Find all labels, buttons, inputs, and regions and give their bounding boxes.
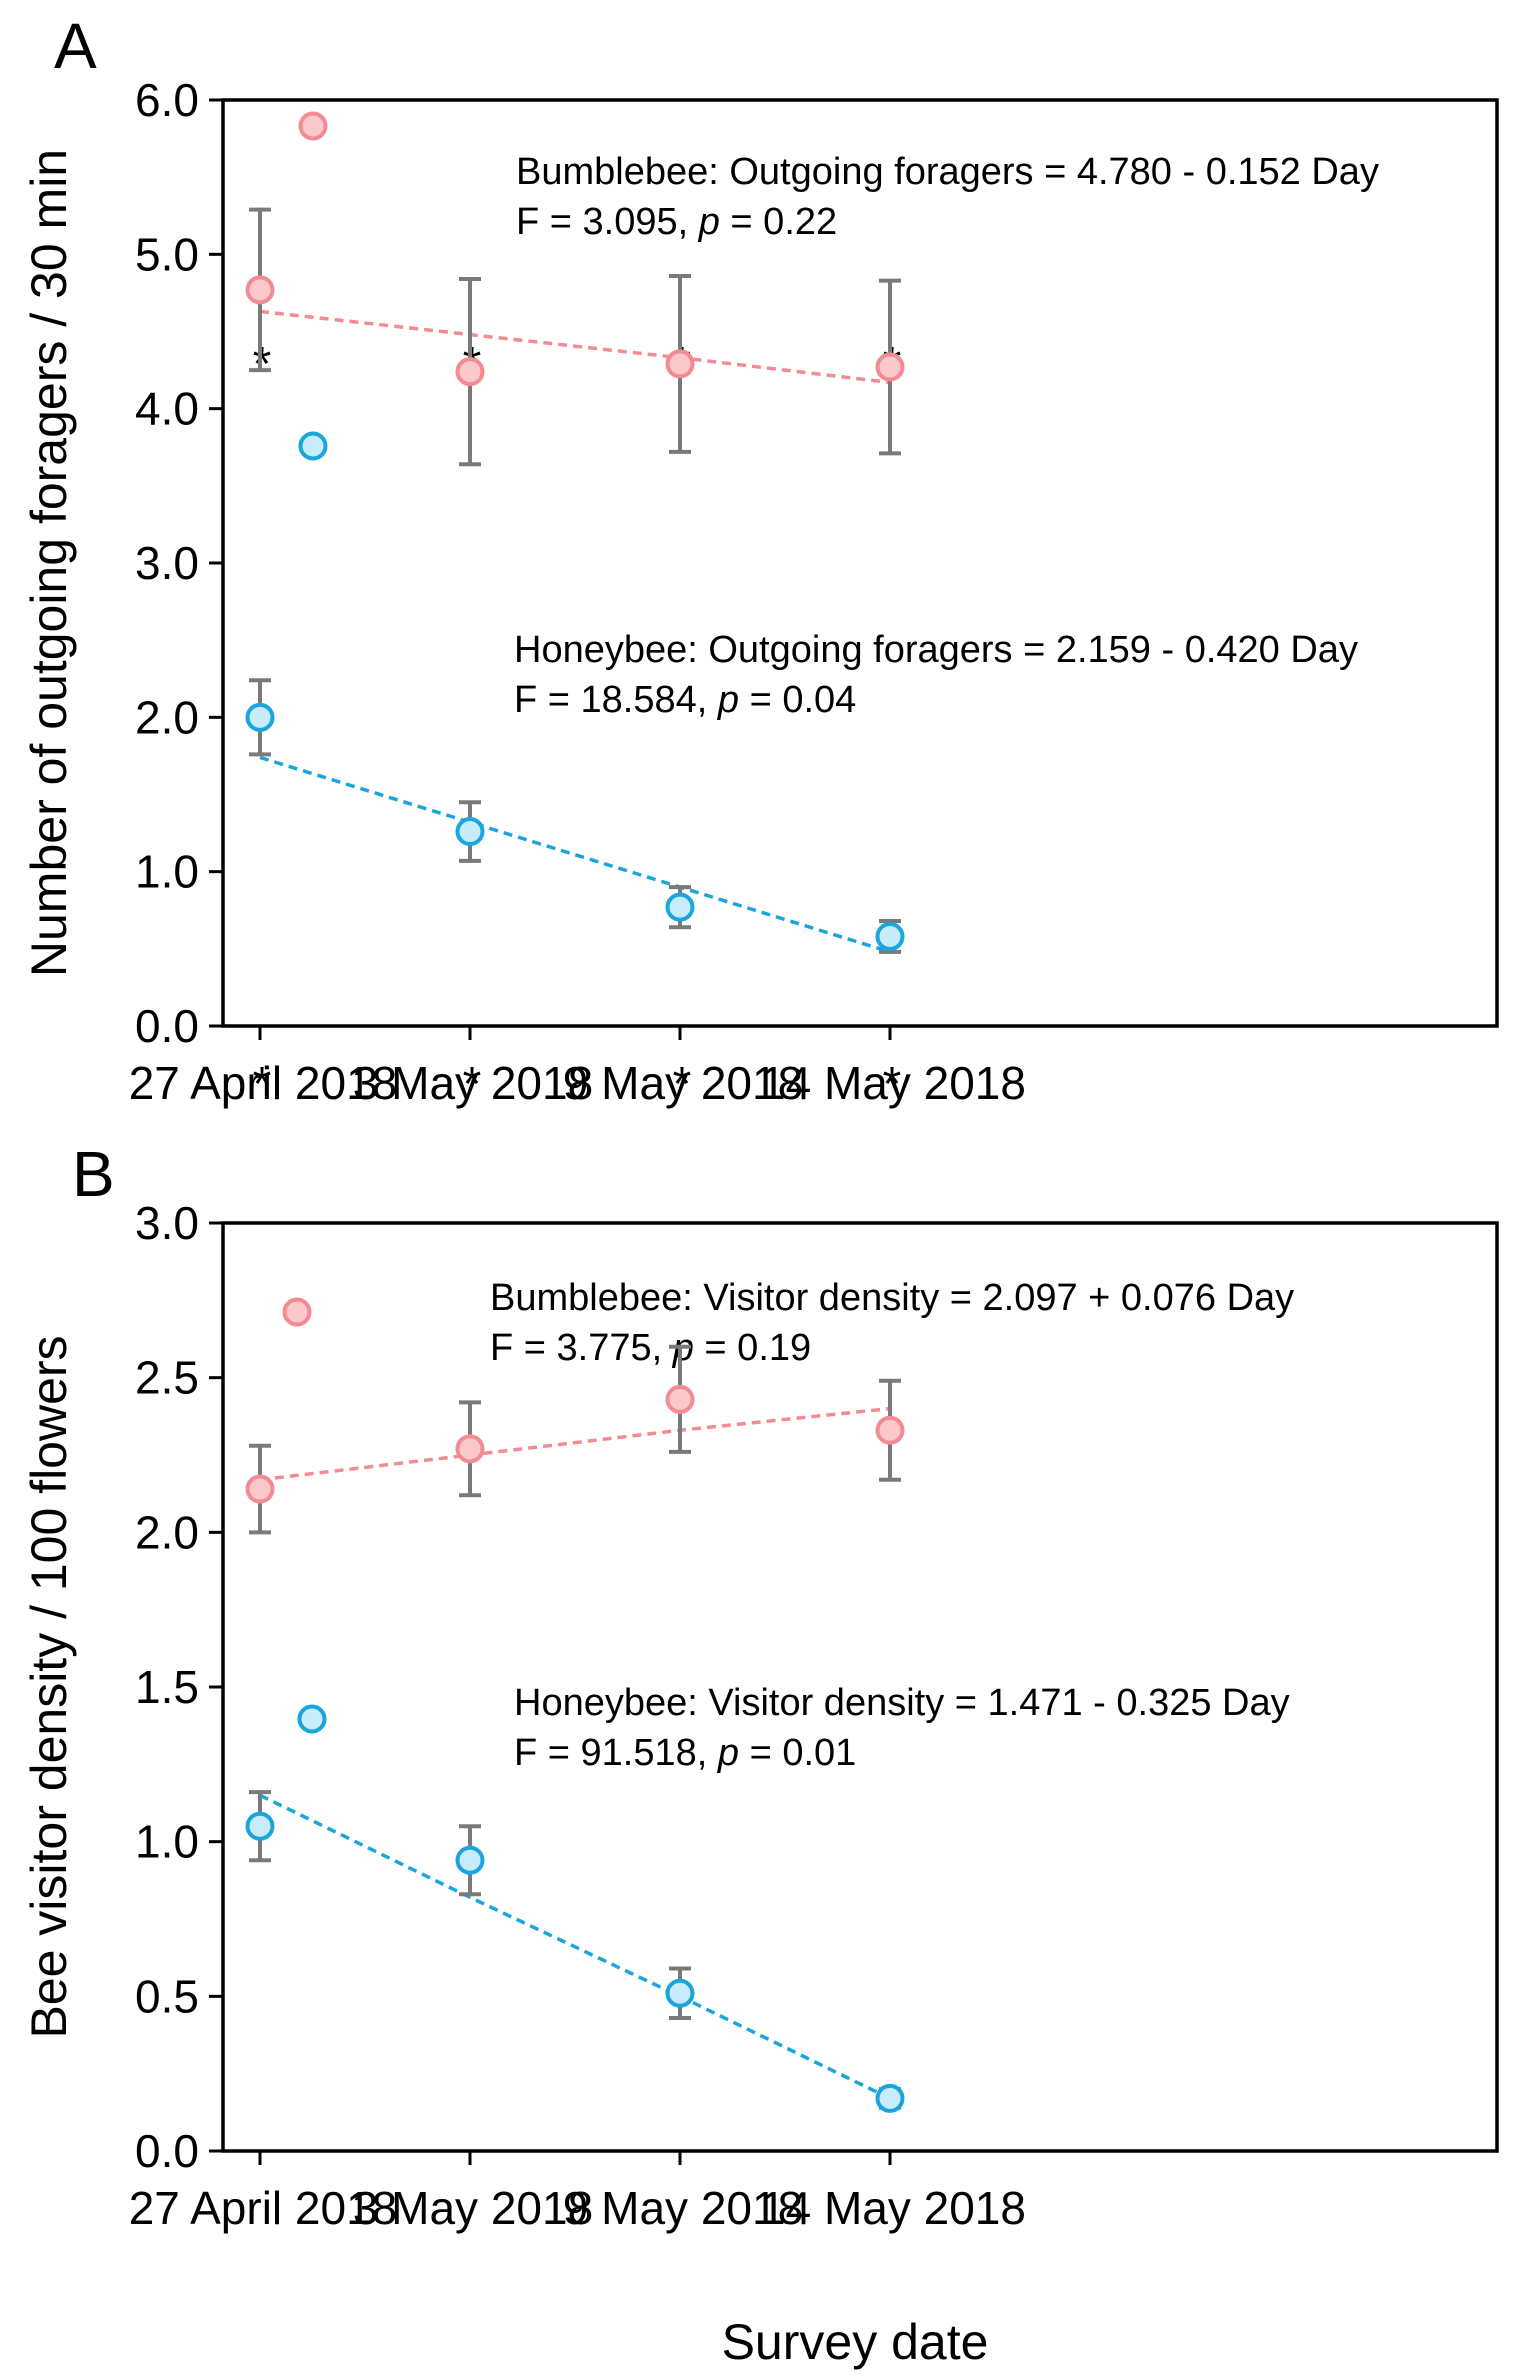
panel-a: A Number of outgoing foragers / 30 min B… (21, 10, 1499, 1109)
panel-b-y-tick-label: 0.0 (135, 2125, 199, 2177)
panel-b-y-tick-label: 1.0 (135, 1816, 199, 1868)
panel-b-y-tick-label: 2.5 (135, 1352, 199, 1404)
panel-b-significance-star: * (463, 1058, 482, 1111)
panel-a-bumblebee-p-label: p (698, 201, 720, 243)
panel-b-bumblebee-p-value: = 0.19 (694, 1327, 811, 1369)
panel-a-bumblebee-data-point (455, 357, 485, 387)
panel-a-letter: A (54, 10, 97, 82)
panel-b-honeybee-equation: Honeybee: Visitor density = 1.471 - 0.32… (514, 1682, 1290, 1724)
panel-a-honeybee-p-label: p (717, 679, 739, 721)
panel-a-y-axis-label: Number of outgoing foragers / 30 min (21, 149, 77, 977)
panel-b-bumblebee-trend-line (259, 1406, 891, 1482)
panel-a-bumblebee-legend-marker (298, 111, 328, 141)
panel-b-honeybee-data-point (875, 2083, 905, 2113)
panel-a-y-tick-label: 0.0 (135, 1000, 199, 1052)
panel-a-bumblebee-equation-group: Bumblebee: Outgoing foragers = 4.780 - 0… (516, 151, 1379, 243)
panel-b-honeybee-f: F = 91.518, (514, 1732, 718, 1774)
panel-b: B Bee visitor density / 100 flowers Surv… (21, 1058, 1499, 2370)
panel-b-letter: B (72, 1138, 115, 1210)
panel-b-honeybee-trend-line (259, 1793, 891, 2100)
panel-a-honeybee-equation-group: Honeybee: Outgoing foragers = 2.159 - 0.… (514, 629, 1358, 721)
panel-b-honeybee-data-point (455, 1845, 485, 1875)
panel-a-plot-frame (221, 98, 1499, 1028)
panel-b-y-tick-label: 1.5 (135, 1661, 199, 1713)
panel-a-x-tick-label: 9 May 2018 (563, 1057, 803, 1109)
panel-a-honeybee-data-point (455, 817, 485, 847)
panel-a-honeybee-stats: F = 18.584, p = 0.04 (514, 679, 856, 721)
panel-a-bumblebee-equation: Bumblebee: Outgoing foragers = 4.780 - 0… (516, 151, 1379, 193)
panel-b-bumblebee-data-point (875, 1415, 905, 1445)
panel-a-bumblebee-data-point (875, 352, 905, 382)
panel-a-y-tick-label: 6.0 (135, 74, 199, 126)
panel-b-bumblebee-f: F = 3.775, (490, 1327, 673, 1369)
panel-b-honeybee-p-label: p (717, 1732, 739, 1774)
panel-b-x-axis-label: Survey date (722, 2314, 989, 2370)
panel-b-bumblebee-equation: Bumblebee: Visitor density = 2.097 + 0.0… (490, 1277, 1294, 1319)
panel-b-bumblebee-data-point (455, 1434, 485, 1464)
panel-b-x-tick-label: 14 May 2018 (760, 2182, 1026, 2234)
panel-b-significance-star: * (673, 1058, 692, 1111)
panel-a-bumblebee-stats: F = 3.095, p = 0.22 (516, 201, 837, 243)
panel-a-honeybee-equation: Honeybee: Outgoing foragers = 2.159 - 0.… (514, 629, 1358, 671)
panel-b-x-tick-label: 3 May 2018 (353, 2182, 593, 2234)
panel-b-bumblebee-equation-group: Bumblebee: Visitor density = 2.097 + 0.0… (490, 1277, 1294, 1369)
panel-b-honeybee-data-point (665, 1978, 695, 2008)
panel-b-honeybee-equation-group: Honeybee: Visitor density = 1.471 - 0.32… (514, 1682, 1290, 1774)
panel-a-y-tick-label: 5.0 (135, 228, 199, 280)
panel-a-bumblebee-p-value: = 0.22 (720, 201, 837, 243)
panel-b-x-tick-label: 27 April 2018 (129, 2182, 398, 2234)
panel-b-honeybee-p-value: = 0.01 (739, 1732, 856, 1774)
panel-a-honeybee-f: F = 18.584, (514, 679, 718, 721)
panel-b-bumblebee-data-point (665, 1384, 695, 1414)
panel-b-y-tick-label: 2.0 (135, 1506, 199, 1558)
panel-a-honeybee-data-point (245, 702, 275, 732)
panel-a-bumblebee-f: F = 3.095, (516, 201, 699, 243)
panel-a-y-tick-label: 2.0 (135, 691, 199, 743)
panel-a-honeybee-legend-marker (298, 431, 328, 461)
panel-b-x-tick-label: 9 May 2018 (563, 2182, 803, 2234)
panel-b-bumblebee-data-point (245, 1474, 275, 1504)
panel-b-bumblebee-legend-marker (282, 1297, 312, 1327)
panel-a-honeybee-data-point (665, 892, 695, 922)
panel-a-x-tick-label: 27 April 2018 (129, 1057, 398, 1109)
panel-b-honeybee-legend-marker (297, 1704, 327, 1734)
panel-a-honeybee-trend-line (259, 755, 891, 954)
panel-a-y-tick-label: 4.0 (135, 383, 199, 435)
panel-a-honeybee-p-value: = 0.04 (739, 679, 856, 721)
panel-b-plot-frame (221, 1221, 1499, 2153)
panel-a-bumblebee-trend-line (259, 309, 891, 385)
panel-b-y-tick-label: 0.5 (135, 1970, 199, 2022)
panel-b-honeybee-stats: F = 91.518, p = 0.01 (514, 1732, 856, 1774)
panel-b-significance-star: * (253, 1058, 272, 1111)
panel-a-honeybee-data-point (875, 921, 905, 951)
panel-a-bumblebee-data-point (665, 349, 695, 379)
panel-b-bumblebee-stats: F = 3.775, p = 0.19 (490, 1327, 811, 1369)
panel-b-y-axis-label: Bee visitor density / 100 flowers (21, 1335, 77, 2038)
panel-b-y-tick-label: 3.0 (135, 1197, 199, 1249)
panel-b-honeybee-data-point (245, 1811, 275, 1841)
panel-a-x-tick-label: 14 May 2018 (760, 1057, 1026, 1109)
panel-a-y-tick-label: 1.0 (135, 846, 199, 898)
panel-b-significance-star: * (883, 1058, 902, 1111)
panel-a-x-tick-label: 3 May 2018 (353, 1057, 593, 1109)
panel-a-y-tick-label: 3.0 (135, 537, 199, 589)
panel-a-bumblebee-data-point (245, 275, 275, 305)
